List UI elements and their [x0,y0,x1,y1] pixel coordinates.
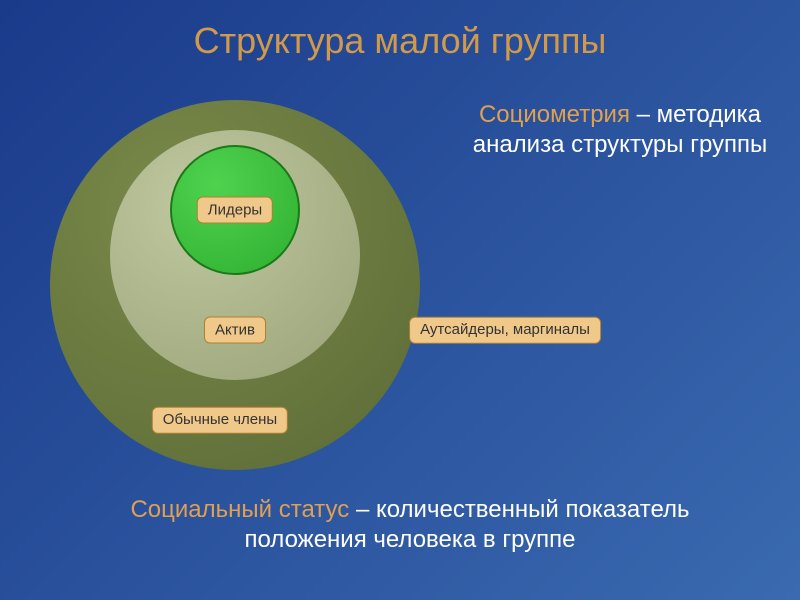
label-leaders: Лидеры [197,197,273,224]
desc-sociometry-term: Социометрия [479,101,630,128]
concentric-diagram: Лидеры Актив Обычные члены [50,100,420,470]
desc-social-status: Социальный статус – количественный показ… [80,495,740,555]
slide-title: Структура малой группы [0,20,800,62]
label-ordinary: Обычные члены [152,407,288,434]
label-active: Актив [204,317,266,344]
desc-sociometry: Социометрия – методика анализа структуры… [460,100,780,160]
desc-status-term: Социальный статус [130,496,349,523]
label-outsiders: Аутсайдеры, маргиналы [409,317,601,344]
